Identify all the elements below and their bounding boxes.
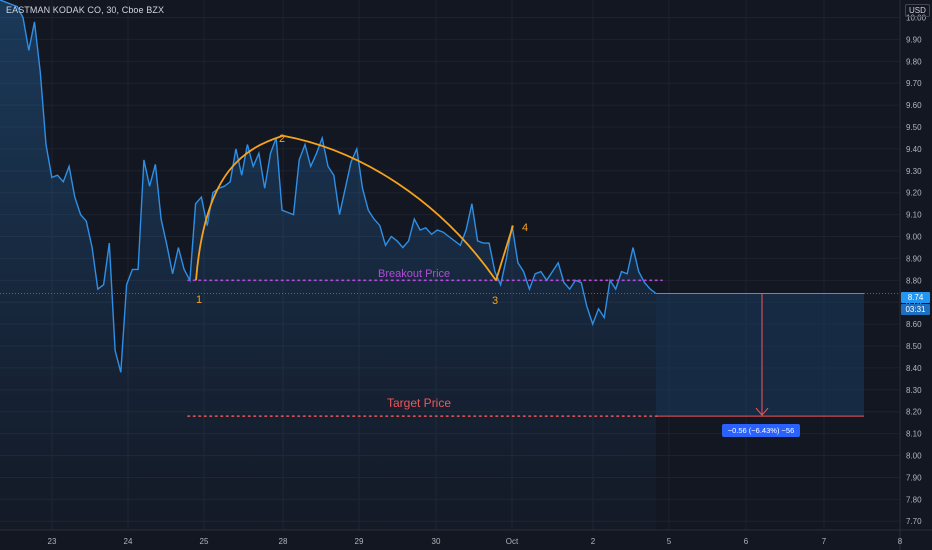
price-tick-label: 10.00 <box>906 14 927 23</box>
measure-box-fill <box>656 293 864 417</box>
price-tick-label: 9.50 <box>906 123 922 132</box>
price-tick-label: 9.80 <box>906 57 922 66</box>
pattern-point-label: 3 <box>492 295 499 307</box>
pattern-annotations[interactable] <box>187 134 663 417</box>
price-tick-label: 9.30 <box>906 167 922 176</box>
time-tick-label: 25 <box>200 537 209 546</box>
time-tick-label: 28 <box>279 537 288 546</box>
price-tick-label: 8.20 <box>906 408 922 417</box>
time-tick-label: 23 <box>48 537 57 546</box>
price-tick-label: 9.40 <box>906 145 922 154</box>
pattern-point-label: 1 <box>196 294 203 306</box>
pattern-point-label: 4 <box>522 222 529 234</box>
bar-countdown-badge: 03:31 <box>901 304 930 315</box>
price-tick-label: 7.80 <box>906 495 922 504</box>
time-tick-label: 5 <box>667 537 672 546</box>
pattern-point-label: 2 <box>279 133 286 145</box>
price-tick-label: 9.60 <box>906 101 922 110</box>
price-area-fill <box>0 0 656 530</box>
price-tick-label: 8.60 <box>906 320 922 329</box>
price-tick-label: 9.70 <box>906 79 922 88</box>
time-tick-label: 30 <box>432 537 441 546</box>
time-tick-label: Oct <box>506 537 519 546</box>
time-tick-label: 24 <box>124 537 133 546</box>
currency-button[interactable]: USD <box>905 4 930 17</box>
target-label: Target Price <box>387 396 452 410</box>
price-area <box>0 0 656 530</box>
price-tick-label: 9.00 <box>906 233 922 242</box>
price-tick-label: 7.70 <box>906 517 922 526</box>
price-tick-label: 9.20 <box>906 189 922 198</box>
time-tick-label: 8 <box>898 537 903 546</box>
time-tick-label: 2 <box>591 537 596 546</box>
current-price-badge: 8.74 <box>901 292 930 303</box>
price-tick-label: 8.50 <box>906 342 922 351</box>
measure-label: −0.56 (−6.43%) −56 <box>722 424 800 437</box>
time-tick-label: 29 <box>355 537 364 546</box>
breakout-label: Breakout Price <box>378 268 451 280</box>
price-tick-label: 8.00 <box>906 452 922 461</box>
price-tick-label: 9.90 <box>906 35 922 44</box>
symbol-title: EASTMAN KODAK CO, 30, Cboe BZX <box>6 5 165 15</box>
price-tick-label: 8.90 <box>906 254 922 263</box>
cup-arc <box>195 134 497 281</box>
handle-leg <box>495 225 514 281</box>
price-tick-label: 9.10 <box>906 211 922 220</box>
price-tick-label: 8.40 <box>906 364 922 373</box>
time-tick-label: 6 <box>744 537 749 546</box>
price-tick-label: 7.90 <box>906 473 922 482</box>
price-tick-label: 8.10 <box>906 430 922 439</box>
price-tick-label: 8.80 <box>906 276 922 285</box>
price-tick-label: 8.30 <box>906 386 922 395</box>
measure-arrow-head <box>755 407 769 416</box>
time-tick-label: 7 <box>822 537 827 546</box>
measure-box <box>656 292 864 417</box>
